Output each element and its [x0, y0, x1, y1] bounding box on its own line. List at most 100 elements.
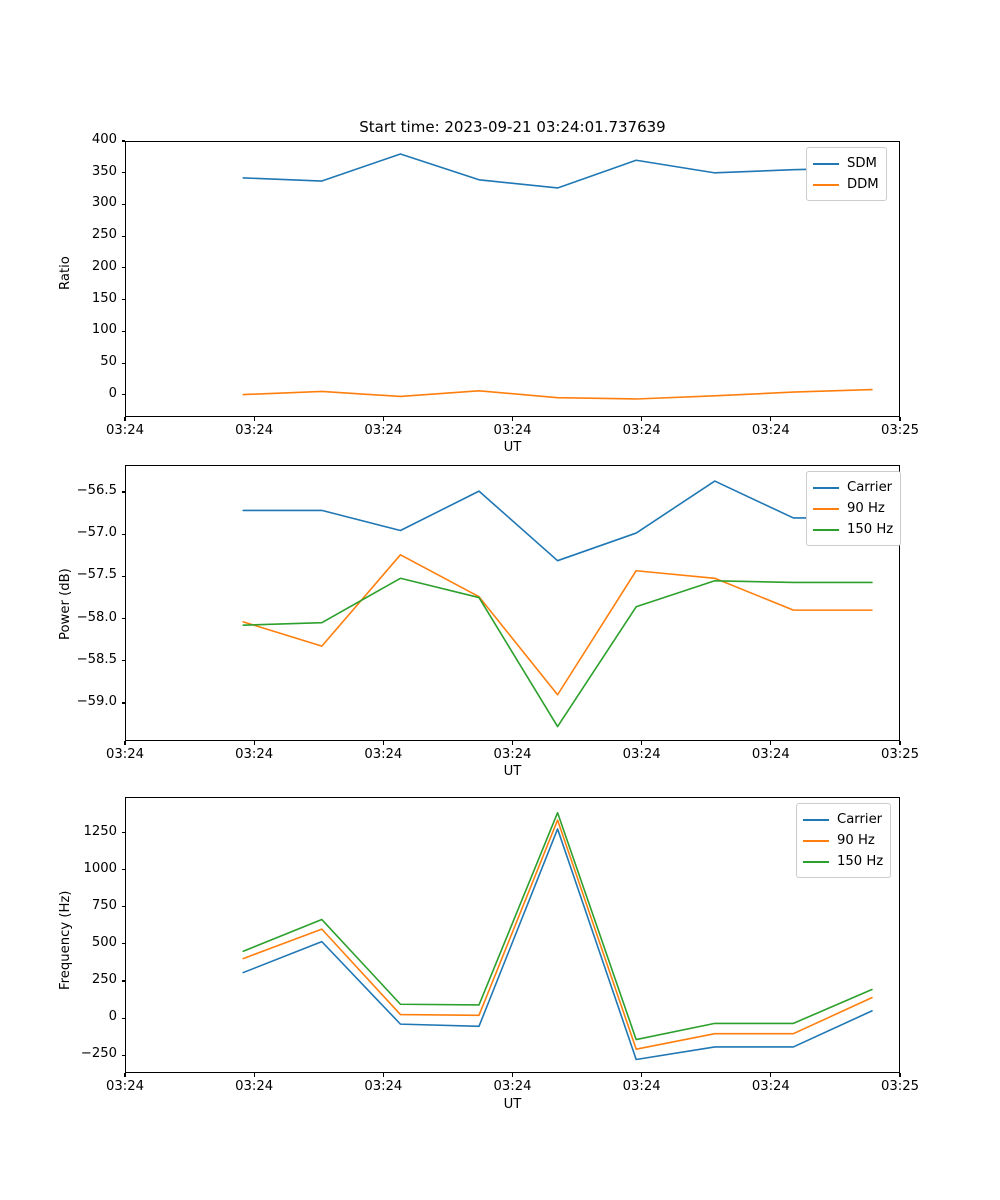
legend-item-150-hz[interactable]: 150 Hz [803, 851, 883, 872]
panel1-ytick-label: 200 [91, 258, 117, 274]
panel3-ytick-mark [121, 1017, 125, 1019]
panel1-ytick-mark [121, 172, 125, 174]
panel2-plot-area [125, 465, 900, 741]
panel2-ytick-label: −58.0 [76, 609, 117, 625]
panel3-xtick-mark [253, 1073, 255, 1077]
panel2-xtick-label: 03:24 [364, 747, 403, 762]
panel1-xtick-mark [511, 417, 514, 421]
panel1-ytick-mark [121, 203, 125, 205]
panel3-legend[interactable]: Carrier 90 Hz 150 Hz [796, 803, 892, 878]
legend-item-90-hz[interactable]: 90 Hz [803, 830, 883, 851]
panel1-xtick-mark [641, 417, 643, 421]
panel2-ytick-mark [121, 491, 125, 493]
series-line-carrier [242, 480, 873, 562]
panel3-xtick-label: 03:24 [235, 1079, 274, 1094]
panel2-xtick-label: 03:24 [235, 747, 274, 762]
legend-label: DDM [847, 177, 879, 192]
panel1-legend[interactable]: SDM DDM [806, 147, 887, 201]
panel2-ytick-mark [121, 618, 125, 620]
panel-ratio: Start time: 2023-09-21 03:24:01.737639 R… [0, 0, 1000, 460]
panel1-ytick-mark [121, 140, 125, 142]
panel2-ytick-label: −56.5 [76, 483, 117, 498]
panel1-xtick-label: 03:24 [493, 423, 532, 438]
panel1-xtick-label: 03:24 [235, 423, 274, 438]
legend-swatch-icon [803, 818, 829, 821]
figure-title: Start time: 2023-09-21 03:24:01.737639 [359, 118, 666, 136]
panel2-xtick-label: 03:24 [105, 747, 144, 762]
legend-item-ddm[interactable]: DDM [813, 174, 879, 195]
panel2-ytick-label: −59.0 [76, 694, 117, 710]
panel3-xtick-label: 03:24 [364, 1079, 403, 1094]
legend-label: 150 Hz [837, 854, 884, 869]
panel3-xtick-label: 03:24 [493, 1079, 532, 1094]
panel2-ytick-label: −58.5 [76, 651, 117, 667]
panel3-xtick-mark [382, 1073, 384, 1077]
panel2-xtick-mark [770, 741, 772, 745]
legend-swatch-icon [813, 162, 839, 165]
panel3-xtick-mark [641, 1073, 643, 1077]
panel3-ytick-mark [121, 943, 125, 945]
panel2-xtick-mark [641, 741, 643, 745]
panel1-xtick-label: 03:24 [622, 423, 661, 438]
legend-item-sdm[interactable]: SDM [813, 153, 879, 174]
series-line-carrier [242, 828, 873, 1061]
legend-swatch-icon [813, 507, 839, 510]
series-line-90-hz [242, 554, 873, 696]
panel3-ytick-label: 1250 [83, 823, 117, 839]
panel3-xtick-mark [770, 1073, 772, 1077]
panel1-xtick-mark [124, 417, 126, 421]
legend-swatch-icon [803, 860, 829, 863]
series-line-90-hz [242, 819, 873, 1050]
panel2-xtick-label: 03:24 [751, 747, 790, 762]
panel2-xtick-label: 03:25 [880, 747, 919, 762]
panel3-ytick-label: 500 [91, 934, 117, 950]
panel3-ytick-mark [121, 832, 125, 834]
legend-item-carrier[interactable]: Carrier [803, 809, 883, 830]
legend-swatch-icon [813, 183, 839, 186]
panel2-xtick-mark [511, 741, 514, 745]
panel1-ytick-label: 100 [91, 322, 117, 338]
panel1-plot-area [125, 141, 900, 417]
legend-label: Carrier [847, 480, 893, 495]
legend-item-90-hz[interactable]: 90 Hz [813, 498, 893, 519]
legend-item-carrier[interactable]: Carrier [813, 477, 893, 498]
panel1-xtick-label: 03:24 [751, 423, 790, 438]
panel1-ytick-mark [121, 267, 125, 269]
panel3-ytick-mark [121, 906, 125, 908]
panel1-ytick-label: 400 [91, 132, 117, 147]
panel1-xtick-label: 03:24 [105, 423, 144, 438]
panel3-xtick-label: 03:24 [751, 1079, 790, 1094]
panel3-ytick-mark [121, 869, 125, 871]
panel3-xtick-label: 03:25 [880, 1079, 919, 1094]
legend-label: 90 Hz [837, 833, 875, 848]
panel2-ytick-mark [121, 575, 125, 577]
legend-item-150-hz[interactable]: 150 Hz [813, 519, 893, 540]
panel3-ytick-label: 250 [91, 972, 117, 987]
panel2-ytick-label: −57.5 [76, 567, 117, 583]
panel3-xtick-mark [124, 1073, 126, 1077]
panel1-xtick-mark [770, 417, 772, 421]
legend-label: 90 Hz [847, 501, 885, 516]
panel1-ytick-label: 150 [91, 290, 117, 306]
legend-label: Carrier [837, 812, 883, 827]
panel1-ytick-mark [121, 299, 125, 301]
panel1-xtick-mark [253, 417, 255, 421]
panel2-xtick-mark [253, 741, 255, 745]
panel3-xlabel: UT [503, 1097, 522, 1112]
panel3-ytick-mark [121, 1054, 125, 1056]
panel2-ytick-label: −57.0 [76, 525, 117, 541]
panel2-xtick-label: 03:24 [493, 747, 532, 762]
panel2-xlabel: UT [503, 764, 522, 779]
panel1-ytick-label: 300 [91, 195, 117, 211]
panel3-ytick-mark [121, 980, 125, 982]
panel1-ytick-mark [121, 394, 125, 396]
panel1-xtick-label: 03:24 [364, 423, 403, 438]
panel1-ytick-label: 350 [91, 163, 117, 179]
panel3-ytick-label: 1000 [83, 860, 117, 876]
panel1-xtick-mark [899, 417, 901, 421]
panel2-legend[interactable]: Carrier 90 Hz 150 Hz [806, 471, 902, 546]
panel2-xtick-mark [382, 741, 384, 745]
